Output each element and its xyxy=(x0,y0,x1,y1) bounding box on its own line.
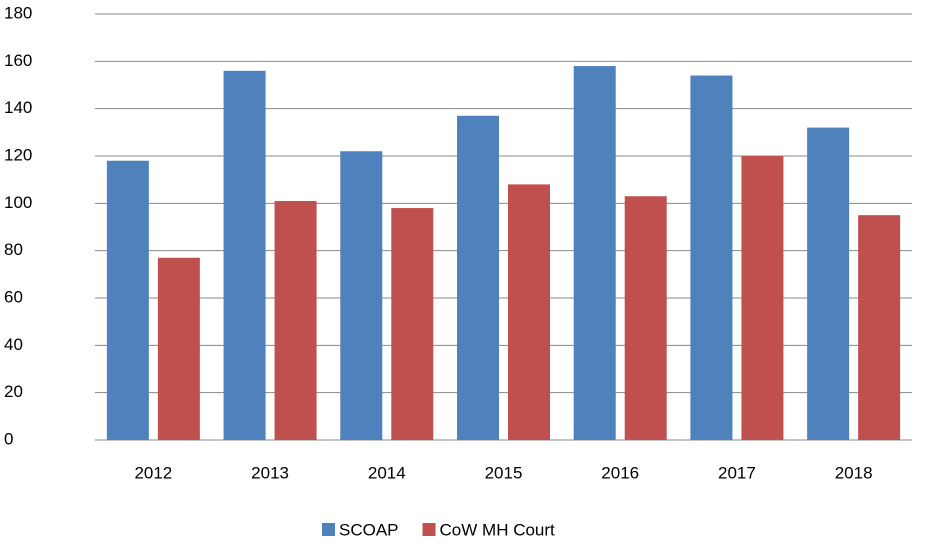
y-tick-label: 20 xyxy=(4,382,23,401)
bar xyxy=(741,156,784,440)
x-tick-label: 2015 xyxy=(485,463,523,482)
y-tick-label: 140 xyxy=(4,98,32,117)
y-tick-label: 180 xyxy=(4,3,32,22)
bar xyxy=(508,184,550,440)
y-tick-label: 160 xyxy=(4,51,32,70)
x-tick-label: 2012 xyxy=(134,463,172,482)
legend-label: CoW MH Court xyxy=(440,520,556,539)
x-tick-label: 2013 xyxy=(251,463,289,482)
y-tick-label: 80 xyxy=(4,240,23,259)
bar xyxy=(457,115,499,441)
x-tick-label: 2014 xyxy=(368,463,406,482)
bar xyxy=(106,160,149,440)
y-tick-label: 100 xyxy=(4,193,32,212)
y-tick-label: 0 xyxy=(4,429,13,448)
legend-swatch xyxy=(322,523,335,536)
bar xyxy=(340,151,383,440)
x-tick-label: 2017 xyxy=(718,463,756,482)
bar xyxy=(858,215,901,440)
bar xyxy=(391,208,434,440)
y-tick-label: 40 xyxy=(4,335,23,354)
bar xyxy=(274,200,317,440)
bar xyxy=(573,66,616,441)
x-tick-label: 2016 xyxy=(601,463,639,482)
bar xyxy=(624,196,667,440)
bar xyxy=(223,70,266,441)
y-tick-label: 60 xyxy=(4,287,23,306)
bar xyxy=(157,257,200,440)
bar xyxy=(690,75,733,441)
x-tick-label: 2018 xyxy=(835,463,873,482)
legend-label: SCOAP xyxy=(339,520,399,539)
bar xyxy=(807,127,850,440)
y-tick-label: 120 xyxy=(4,145,32,164)
legend-swatch xyxy=(422,523,436,536)
